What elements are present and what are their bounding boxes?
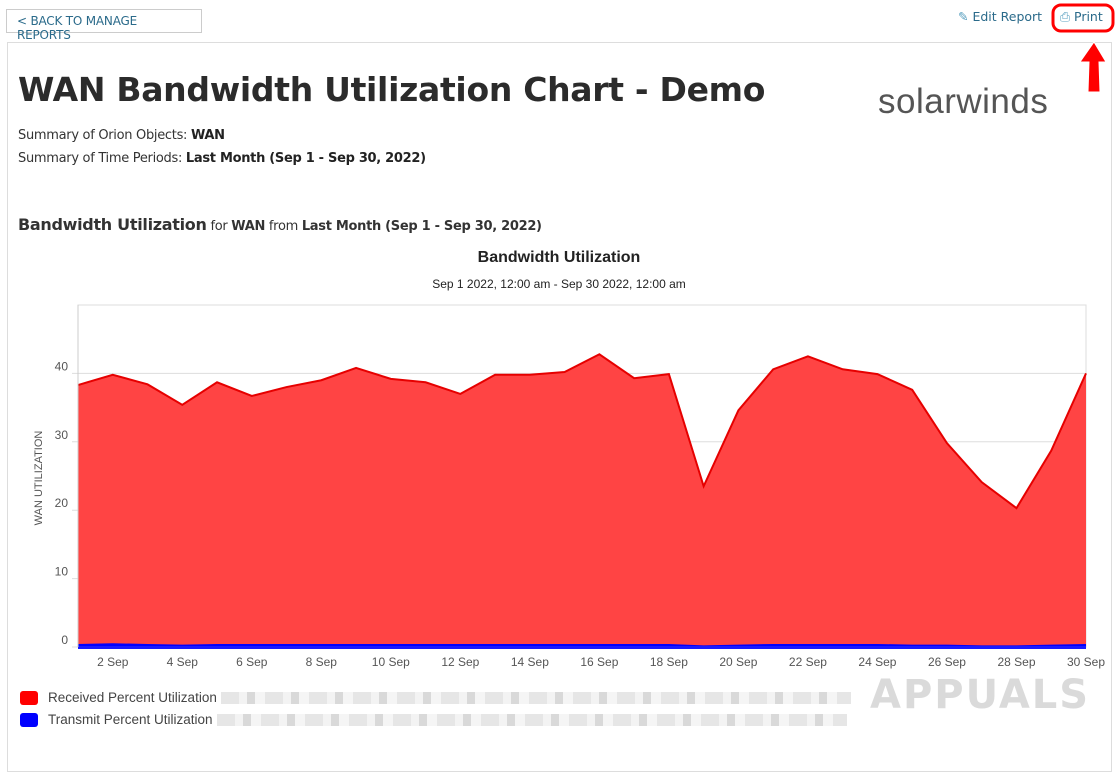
y-tick-label: 30 <box>55 428 69 442</box>
legend-item-received[interactable]: Received Percent Utilization <box>20 690 851 705</box>
annotation-arrow <box>1080 42 1106 92</box>
x-tick-label: 8 Sep <box>306 655 338 669</box>
x-tick-label: 16 Sep <box>580 655 618 669</box>
y-tick-label: 0 <box>61 633 68 647</box>
x-tick-label: 10 Sep <box>372 655 410 669</box>
x-tick-label: 22 Sep <box>789 655 827 669</box>
x-tick-label: 18 Sep <box>650 655 688 669</box>
x-tick-label: 12 Sep <box>441 655 479 669</box>
x-tick-label: 26 Sep <box>928 655 966 669</box>
x-tick-label: 28 Sep <box>997 655 1035 669</box>
x-tick-label: 24 Sep <box>858 655 896 669</box>
y-tick-label: 20 <box>55 496 69 510</box>
bandwidth-chart: 0 10 20 30 40 WAN UTILIZATION 2 Sep 4 Sep 6 Sep 8… <box>0 0 1118 756</box>
x-tick-label: 20 Sep <box>719 655 757 669</box>
x-tick-label: 4 Sep <box>167 655 199 669</box>
y-tick-label: 10 <box>55 565 69 579</box>
x-tick-label: 2 Sep <box>97 655 129 669</box>
redacted-text <box>221 692 851 704</box>
x-tick-label: 30 Sep <box>1067 655 1105 669</box>
y-tick-label: 40 <box>55 359 69 373</box>
legend-swatch-received <box>20 691 38 705</box>
legend-swatch-transmit <box>20 713 38 727</box>
redacted-text <box>217 714 847 726</box>
y-axis-label: WAN UTILIZATION <box>33 431 45 526</box>
x-tick-label: 6 Sep <box>236 655 268 669</box>
legend-item-transmit[interactable]: Transmit Percent Utilization <box>20 712 847 727</box>
x-tick-label: 14 Sep <box>511 655 549 669</box>
transmit-baseline <box>78 646 1086 649</box>
highlight-circle <box>1053 5 1113 31</box>
appuals-watermark: APPUALS <box>870 672 1090 718</box>
